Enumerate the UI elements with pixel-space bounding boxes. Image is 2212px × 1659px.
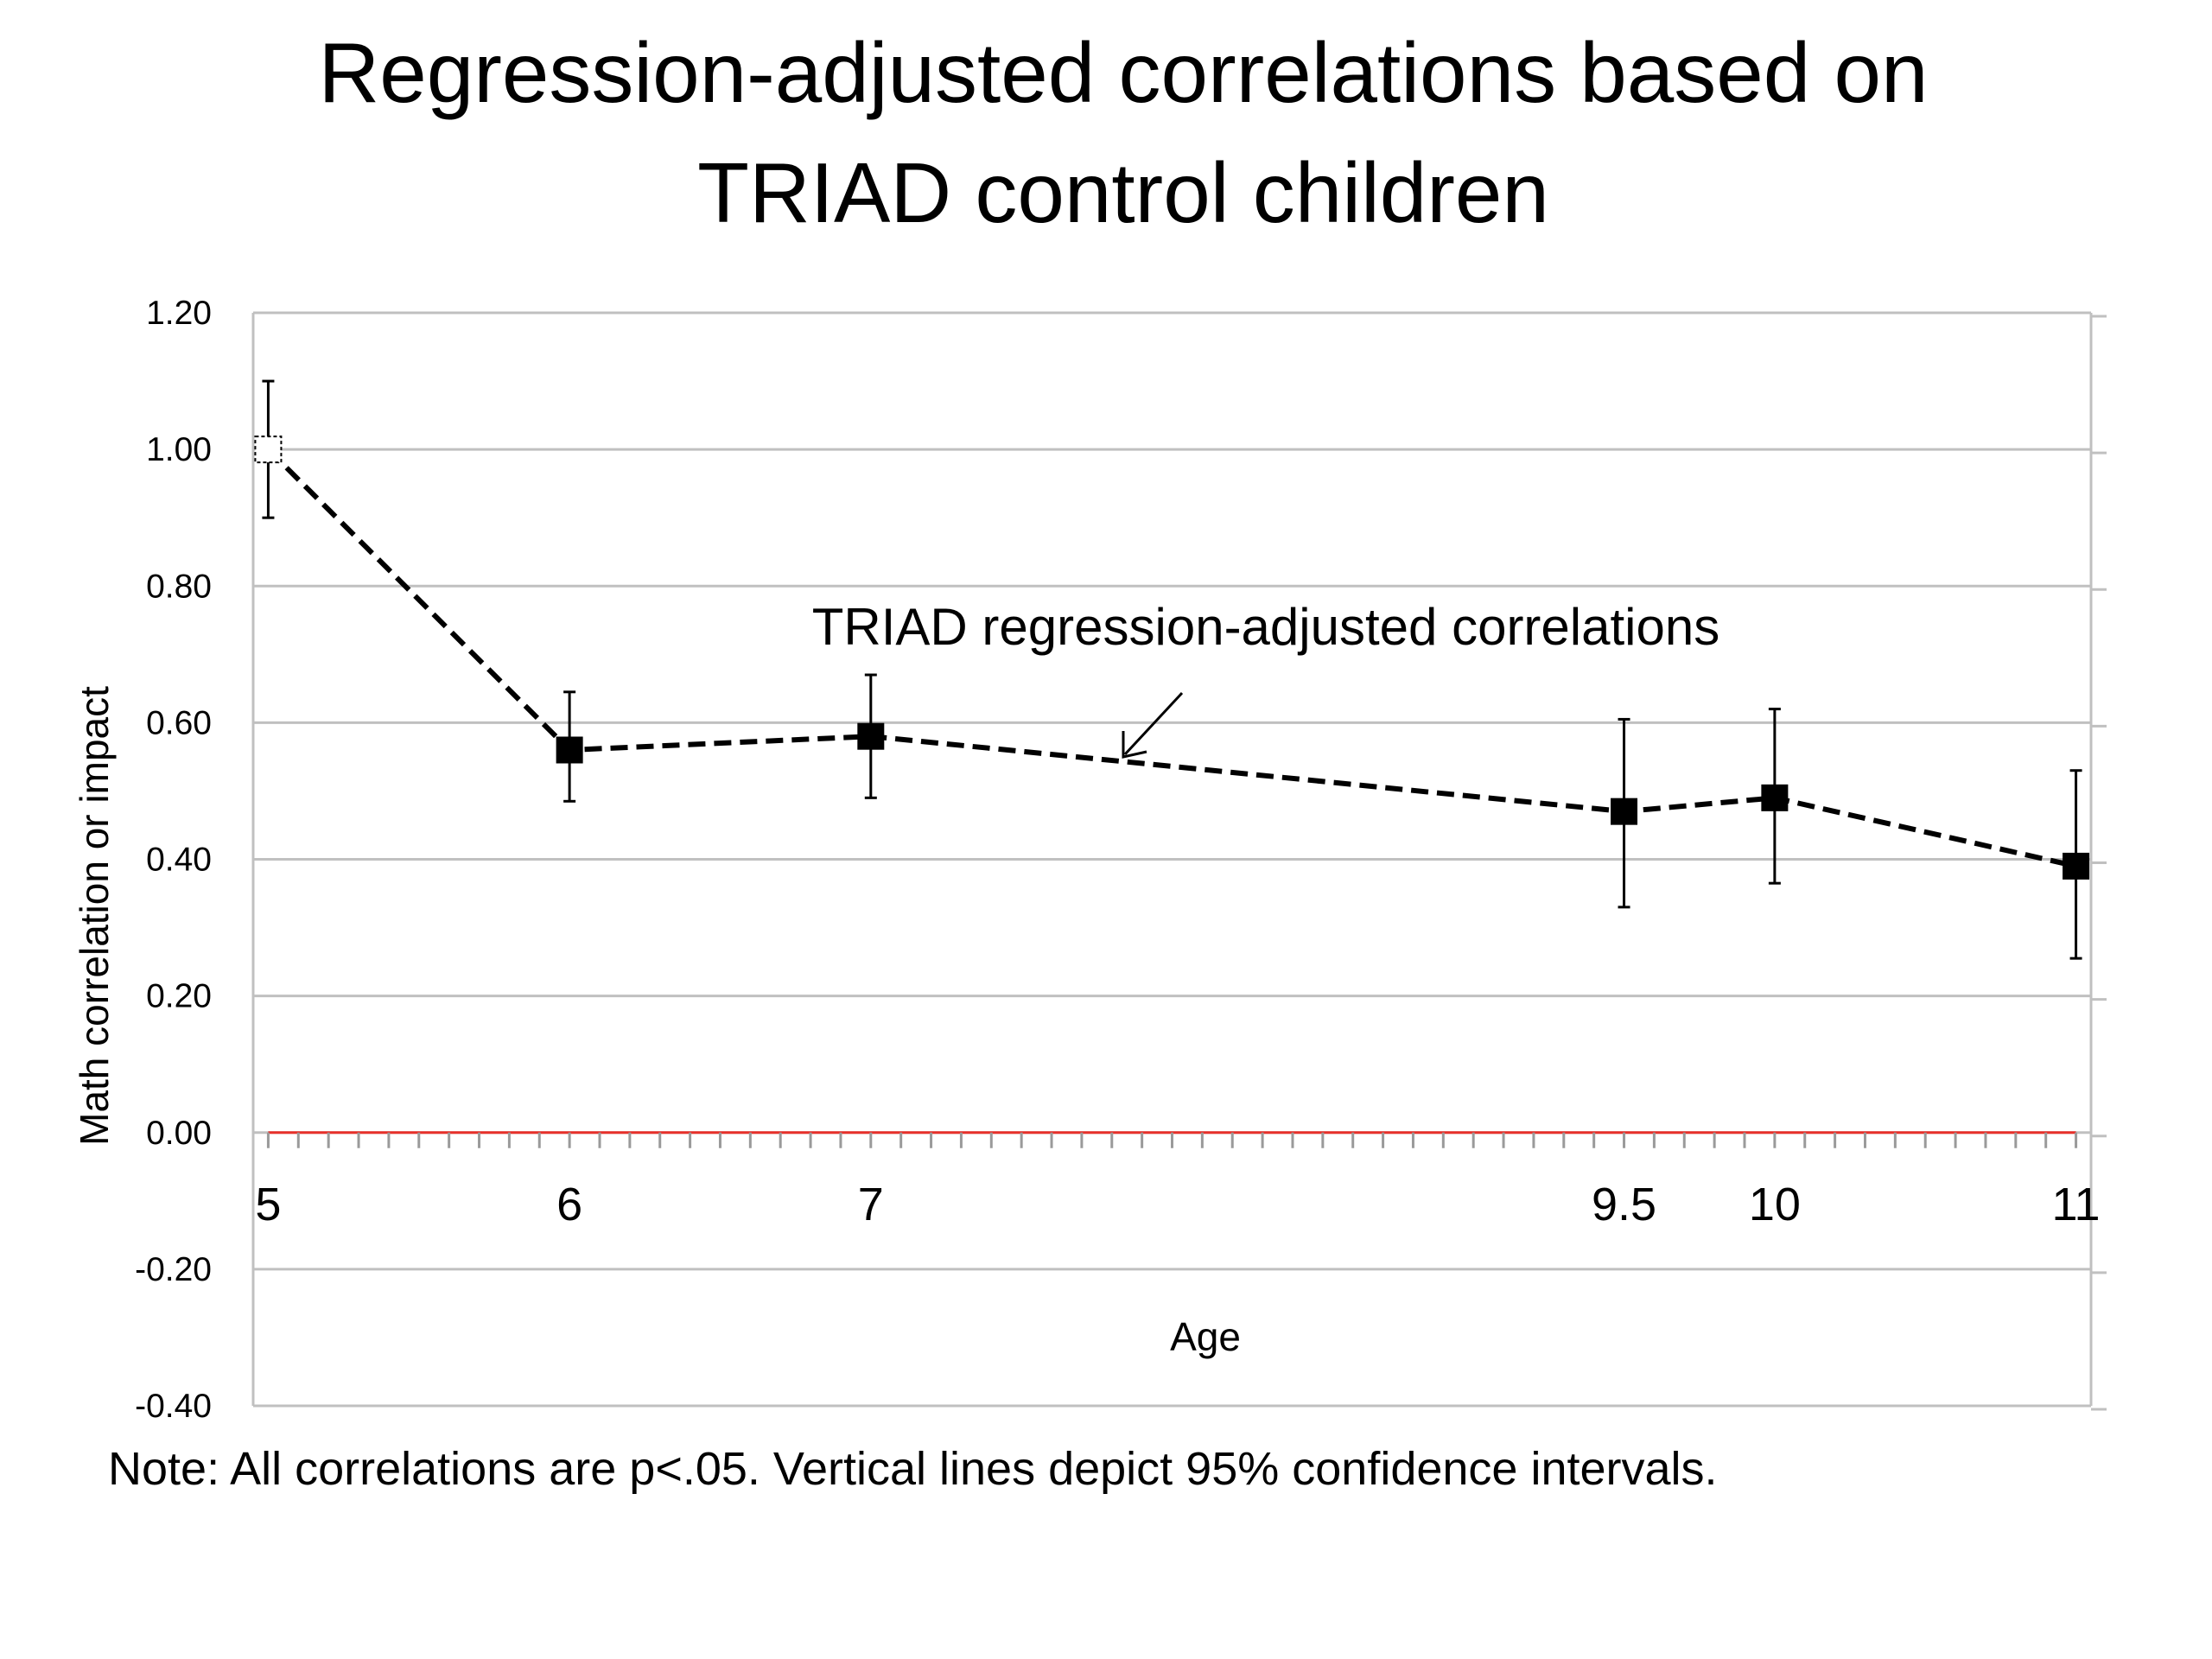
x-tick-label: 7: [858, 1179, 884, 1230]
y-tick-label: 1.20: [146, 295, 212, 332]
y-tick-label: 0.00: [146, 1115, 212, 1152]
annotation-arrow: [1122, 691, 1184, 759]
chart-note: Note: All correlations are p<.05. Vertic…: [108, 1443, 1718, 1495]
y-tick-label: 0.60: [146, 704, 212, 741]
data-point-marker: [556, 736, 583, 764]
chart-title-line-2: TRIAD control children: [697, 145, 1549, 240]
x-tick-marks: [266, 1132, 2078, 1148]
chart-title-line-1: Regression-adjusted correlations based o…: [318, 25, 1928, 120]
y-tick-label: 0.20: [146, 978, 212, 1015]
x-tick-label: 6: [556, 1179, 582, 1230]
x-tick-label: 9.5: [1592, 1179, 1656, 1230]
series: [254, 379, 2090, 960]
data-point-marker: [2063, 852, 2090, 880]
y-axis-title: Math correlation or impact: [72, 686, 117, 1146]
series-line: [266, 448, 2077, 869]
x-tick-label: 10: [1749, 1179, 1801, 1230]
y-tick-label: -0.20: [135, 1251, 212, 1288]
series-annotation: TRIAD regression-adjusted correlations: [812, 598, 1719, 656]
plot-area: 1.20 1.00 0.80 0.60 0.40 0.20 0.00 -0.20 -0.40 5…: [135, 295, 2107, 1425]
data-point-marker: [857, 722, 885, 750]
y-tick-label: 0.80: [146, 568, 212, 605]
y-tick-label: 1.00: [146, 431, 212, 468]
data-point-marker: [1611, 798, 1638, 825]
gridlines: [253, 311, 2107, 1411]
x-axis-title: Age: [1170, 1314, 1241, 1359]
x-tick-label: 5: [255, 1179, 281, 1230]
data-point-marker: [254, 435, 283, 464]
y-tick-labels: 1.20 1.00 0.80 0.60 0.40 0.20 0.00 -0.20 -0.40: [135, 295, 212, 1425]
x-tick-labels: 5 6 7 9.5 10 11: [255, 1179, 2100, 1230]
data-point-marker: [1761, 784, 1789, 811]
y-tick-label: 0.40: [146, 842, 212, 879]
y-tick-label: -0.40: [135, 1388, 212, 1425]
x-tick-label: 11: [2052, 1179, 2101, 1230]
